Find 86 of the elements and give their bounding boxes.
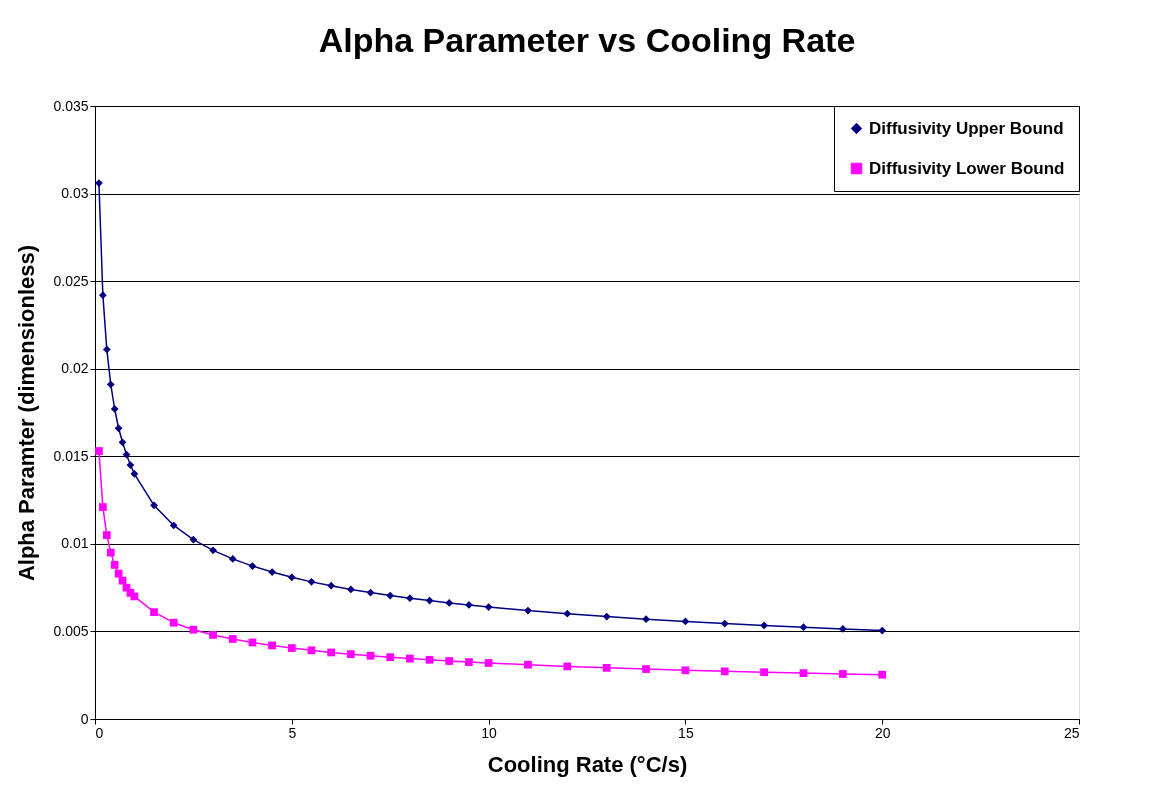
x-tick-label: 15 [678, 724, 694, 741]
x-tick-label: 20 [874, 724, 891, 741]
y-tick-label: 0 [80, 710, 89, 727]
x-axis-title: Cooling Rate (°C/s) [487, 751, 688, 777]
point [425, 655, 434, 664]
point [126, 461, 135, 469]
point [681, 617, 690, 626]
y-tick-label: 0.03 [61, 185, 89, 202]
point [307, 577, 316, 586]
point [110, 405, 119, 413]
point [169, 618, 178, 627]
point [346, 585, 355, 594]
point [445, 657, 454, 665]
point [95, 447, 103, 455]
point [268, 641, 276, 650]
point [878, 670, 887, 679]
point [838, 625, 847, 633]
point [228, 555, 237, 563]
point [799, 669, 808, 677]
y-tick-label: 0.025 [53, 272, 89, 289]
point [327, 581, 336, 590]
point [563, 662, 572, 671]
point [642, 665, 650, 673]
point [130, 592, 139, 601]
y-tick-label: 0.035 [53, 97, 89, 114]
point [327, 648, 336, 657]
point [209, 546, 217, 555]
point [287, 573, 296, 582]
point [425, 596, 434, 605]
point [228, 635, 237, 643]
legend-label: Diffusivity Lower Bound [869, 158, 1065, 178]
point [114, 424, 123, 433]
y-tick-label: 0.015 [53, 447, 89, 464]
x-tick-label: 5 [288, 724, 297, 741]
point [189, 625, 198, 634]
point [150, 608, 158, 617]
point [681, 666, 690, 675]
point [169, 521, 178, 530]
point [102, 531, 111, 539]
point [99, 503, 107, 511]
point [150, 501, 158, 510]
point [484, 659, 493, 667]
point [799, 623, 808, 632]
y-tick-label: 0.01 [61, 535, 89, 552]
point [406, 654, 414, 663]
y-tick-label: 0.02 [61, 360, 89, 377]
x-tick-label: 25 [1063, 724, 1080, 741]
point [268, 568, 276, 576]
point [760, 621, 768, 630]
point [524, 660, 532, 669]
point [248, 562, 257, 570]
point [524, 606, 532, 615]
point [406, 594, 414, 603]
point [102, 345, 111, 354]
point [386, 591, 395, 600]
point [386, 653, 395, 662]
point [189, 535, 198, 544]
point [130, 469, 139, 478]
point [287, 644, 296, 652]
y-tick-label: 0.005 [53, 622, 89, 639]
point [642, 615, 650, 624]
point [602, 663, 611, 672]
point [484, 603, 493, 611]
x-tick-label: 0 [95, 724, 104, 741]
chart-title: Alpha Parameter vs Cooling Rate [318, 21, 856, 59]
point [563, 609, 572, 618]
x-tick-label: 10 [481, 724, 498, 741]
point [445, 599, 454, 607]
point [602, 612, 611, 621]
point [346, 650, 355, 659]
point [118, 438, 127, 447]
point [106, 380, 115, 389]
point [465, 658, 473, 666]
point [878, 626, 887, 635]
point [307, 646, 316, 655]
point [838, 670, 847, 678]
y-axis-title: Alpha Paramter (dimensionless) [14, 244, 40, 582]
legend-label: Diffusivity Upper Bound [869, 118, 1064, 138]
point [366, 651, 375, 660]
point [99, 291, 107, 300]
point [720, 667, 729, 676]
point [209, 631, 217, 639]
point [760, 668, 768, 677]
point [110, 561, 119, 569]
point [720, 619, 729, 628]
point [106, 548, 115, 557]
